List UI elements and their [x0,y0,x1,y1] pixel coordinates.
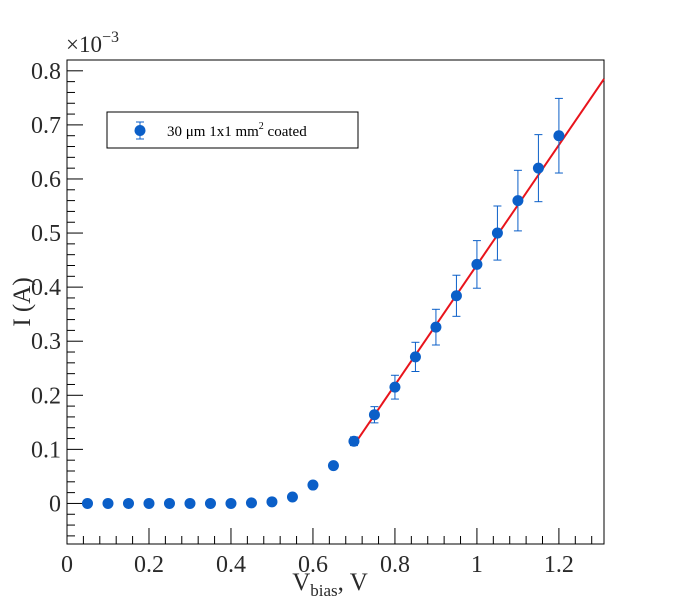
legend: 30 μm 1x1 mm2 coated [106,111,359,149]
y-tick-label: 0.4 [31,275,61,301]
data-point [245,497,257,509]
y-tick-label: 0 [49,491,61,517]
y-tick-label: 0.3 [31,329,61,355]
data-point [512,195,524,207]
data-point [368,409,380,421]
y-axis-ticks: 0 0.1 0.2 0.3 0.4 0.5 0.6 0.7 0.8 [31,59,83,537]
data-point [389,381,401,393]
data-point [102,497,114,509]
x-axis-ticks: 0 0.2 0.4 0.6 0.8 1 1.2 [61,528,593,578]
error-bars [349,97,563,447]
data-point [81,497,93,509]
y-tick-label: 0.5 [31,221,61,247]
x-tick-label: 1.2 [544,552,574,578]
data-point [409,351,421,363]
legend-marker [134,125,146,136]
data-point [204,497,216,509]
x-tick-label: 0 [61,552,73,578]
data-point [491,227,503,239]
y-tick-label: 0.2 [31,383,61,409]
y-multiplier: ×10−3 [66,29,119,57]
data-point [122,497,134,509]
data-point [348,435,360,447]
x-tick-label: 0.8 [380,552,410,578]
data-point [532,162,544,174]
data-point [286,491,298,503]
x-tick-label: 0.2 [134,552,164,578]
data-point [307,479,319,491]
y-tick-label: 0.7 [31,113,61,139]
y-tick-label: 0.6 [31,167,61,193]
data-points [81,130,565,509]
frame [66,59,605,545]
y-tick-label: 0.1 [31,437,61,463]
x-tick-label: 1 [471,552,483,578]
data-point [184,497,196,509]
x-tick-label: 0.4 [216,552,246,578]
data-point [266,496,278,508]
y-tick-label: 0.8 [31,59,61,85]
data-point [553,130,565,142]
legend-label: 30 μm 1x1 mm2 coated [167,121,307,140]
data-point [450,290,462,302]
x-axis-label: Vbias, V [292,569,368,600]
data-point [163,497,175,509]
legend-box [106,111,359,149]
data-point [471,258,483,270]
data-point [225,497,237,509]
data-point [327,460,339,472]
data-point [430,321,442,333]
data-point [143,497,155,509]
x-tick-label: 0.6 [298,552,328,578]
y-axis-label: I (A) [9,277,36,326]
